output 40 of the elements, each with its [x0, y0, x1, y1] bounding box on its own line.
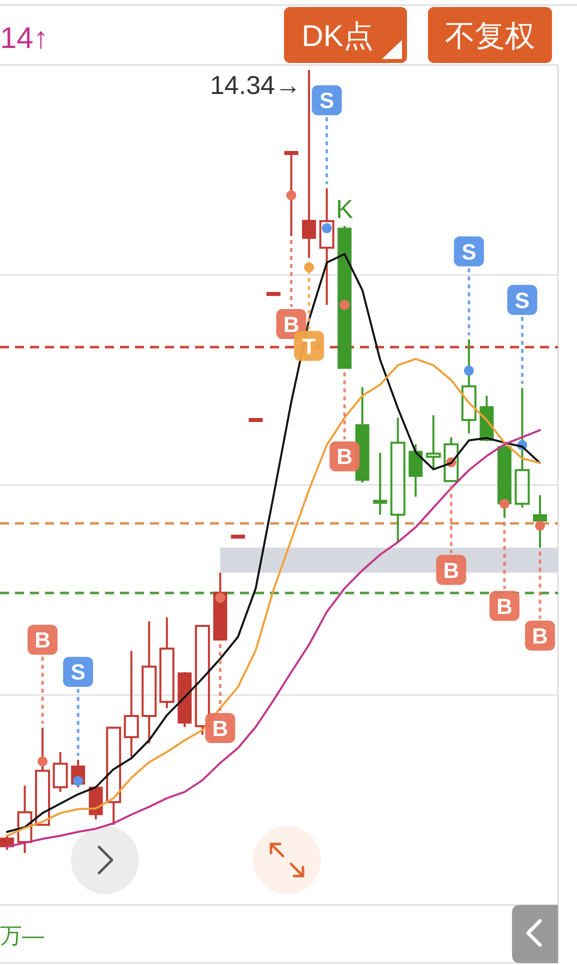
point — [215, 592, 226, 603]
point — [38, 756, 48, 766]
annotation: K — [336, 194, 354, 224]
candlestick — [106, 726, 122, 826]
annotation: S — [514, 288, 530, 313]
candlestick — [124, 650, 139, 758]
candlestick — [142, 620, 157, 744]
candlestick — [390, 416, 406, 544]
candlestick — [284, 150, 298, 237]
point — [340, 300, 350, 310]
candlestick — [533, 494, 547, 549]
annotation: B — [283, 312, 300, 337]
annotation: B — [336, 444, 353, 470]
candlestick — [302, 69, 316, 259]
point — [286, 190, 296, 200]
point — [73, 776, 84, 786]
annotation: B — [34, 628, 50, 653]
candlestick — [17, 784, 32, 854]
candlestick — [461, 338, 476, 434]
annotation: S — [319, 88, 334, 114]
text: 万— — [0, 922, 44, 948]
point — [322, 223, 332, 234]
annotation: B — [443, 558, 460, 583]
candlestick — [35, 726, 50, 826]
annotation: B — [532, 624, 548, 649]
annotation: S — [70, 660, 86, 685]
point — [499, 498, 510, 509]
point — [464, 366, 474, 376]
text: 14↑ — [0, 22, 48, 55]
annotation: T — [302, 334, 316, 359]
point — [535, 520, 545, 531]
candlestick — [319, 187, 334, 306]
annotation: 14.34→ — [210, 70, 302, 100]
candlestick — [373, 452, 388, 516]
text: 不复权 — [445, 20, 535, 53]
annotation: S — [462, 239, 476, 264]
annotation: B — [212, 716, 228, 741]
candlestick — [426, 414, 441, 470]
annotation: B — [496, 594, 512, 619]
text: DK点 — [302, 20, 374, 53]
